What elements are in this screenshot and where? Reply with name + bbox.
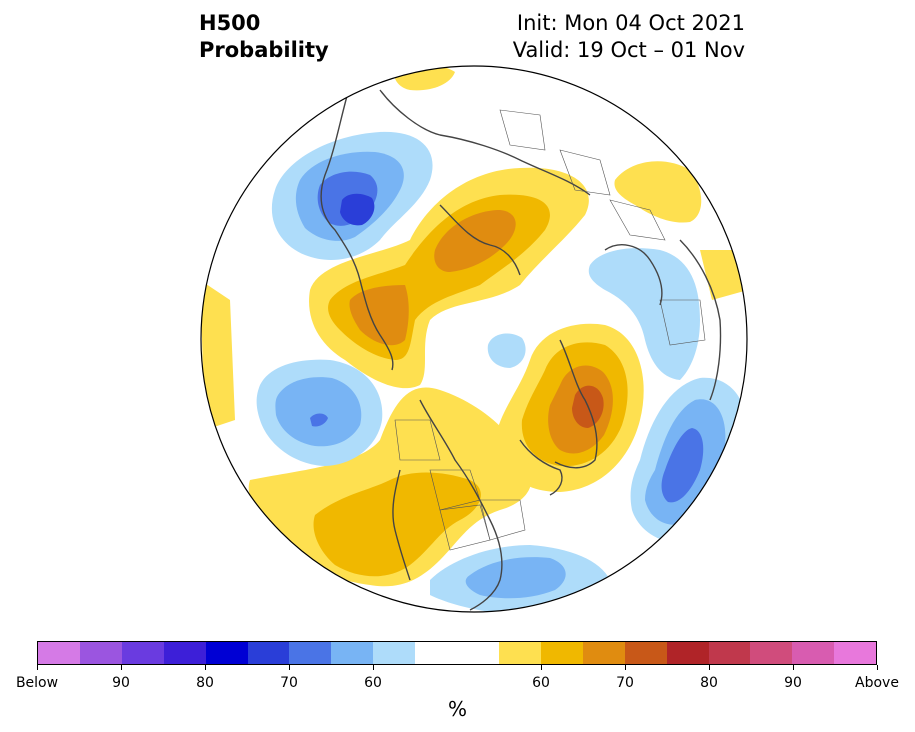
colorbar-tick-mark xyxy=(541,665,542,670)
polar-map xyxy=(200,65,748,613)
colorbar-swatch xyxy=(79,642,122,664)
colorbar-tick-mark xyxy=(625,665,626,670)
title-variable: H500 xyxy=(199,11,261,35)
colorbar xyxy=(37,641,877,665)
colorbar-tick-labels: Below 90 80 70 60 60 70 80 90 Above xyxy=(0,675,915,695)
colorbar-tick-label: 70 xyxy=(280,675,298,691)
colorbar-swatch xyxy=(708,642,751,664)
anomaly-below-fields xyxy=(256,131,747,612)
colorbar-tick-mark xyxy=(289,665,290,670)
chart-title-right: Init: Mon 04 Oct 2021 Valid: 19 Oct – 01… xyxy=(513,10,745,64)
colorbar-swatch xyxy=(498,642,541,664)
colorbar-tick-mark xyxy=(37,665,38,670)
colorbar-tick-label: 80 xyxy=(700,675,718,691)
chart-title-left: H500 Probability xyxy=(199,10,329,64)
coastlines xyxy=(320,84,722,611)
colorbar-tick-label: 60 xyxy=(532,675,550,691)
colorbar-tick-mark xyxy=(793,665,794,670)
colorbar-swatch xyxy=(415,642,458,664)
colorbar-tick-mark xyxy=(373,665,374,670)
colorbar-swatch xyxy=(163,642,206,664)
colorbar-tick-label: 80 xyxy=(196,675,214,691)
political-borders xyxy=(394,109,706,551)
colorbar-swatch xyxy=(666,642,709,664)
colorbar-swatch xyxy=(121,642,164,664)
colorbar-tick-label: 90 xyxy=(784,675,802,691)
colorbar-ticks xyxy=(0,665,915,671)
colorbar-tick-mark xyxy=(877,665,878,670)
colorbar-swatch xyxy=(38,642,80,664)
colorbar-swatch xyxy=(247,642,290,664)
colorbar-swatch xyxy=(582,642,625,664)
colorbar-swatch xyxy=(205,642,248,664)
colorbar-swatch xyxy=(373,642,416,664)
colorbar-tick-mark xyxy=(205,665,206,670)
colorbar-swatch xyxy=(289,642,332,664)
colorbar-tick-label: Above xyxy=(855,675,899,691)
title-probability: Probability xyxy=(199,38,329,62)
colorbar-swatch xyxy=(750,642,793,664)
init-date: Init: Mon 04 Oct 2021 xyxy=(516,11,745,35)
colorbar-tick-label: Below xyxy=(15,675,59,691)
colorbar-tick-mark xyxy=(121,665,122,670)
colorbar-unit: % xyxy=(447,697,467,721)
colorbar-tick-label: 70 xyxy=(616,675,634,691)
colorbar-tick-mark xyxy=(709,665,710,670)
globe-outline xyxy=(200,65,748,613)
colorbar-swatch xyxy=(624,642,667,664)
colorbar-swatch xyxy=(540,642,583,664)
colorbar-tick-label: 90 xyxy=(112,675,130,691)
colorbar-swatch xyxy=(331,642,374,664)
colorbar-swatch xyxy=(834,642,877,664)
colorbar-swatch xyxy=(457,642,499,664)
valid-range: Valid: 19 Oct – 01 Nov xyxy=(512,38,745,62)
colorbar-tick-label: 60 xyxy=(364,675,382,691)
colorbar-swatch xyxy=(792,642,835,664)
